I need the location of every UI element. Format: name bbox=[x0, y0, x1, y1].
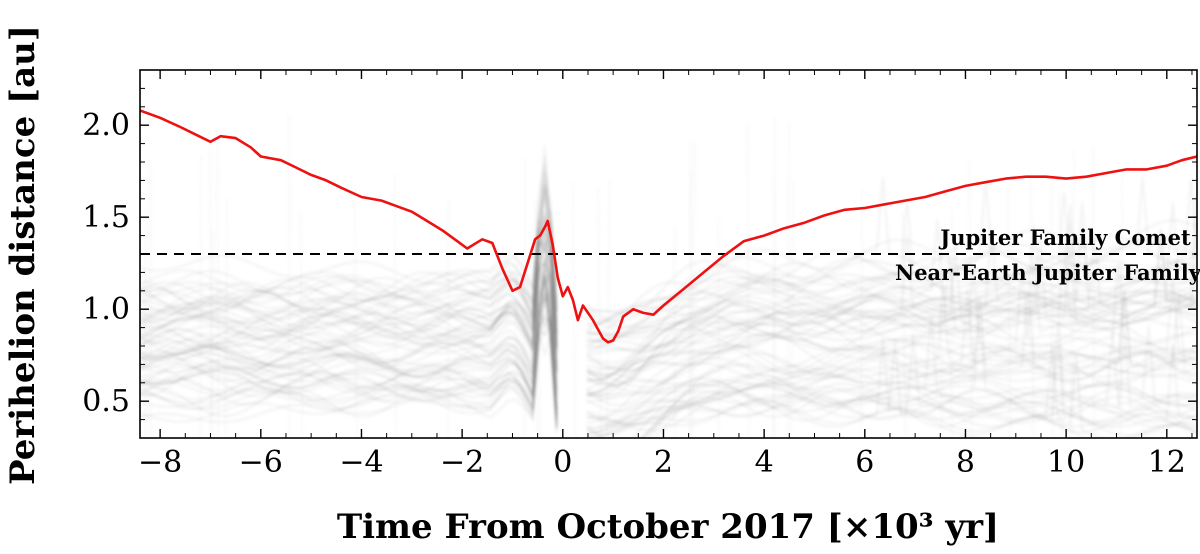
x-tick-label: −8 bbox=[138, 445, 182, 480]
clone-spike bbox=[1058, 190, 1064, 438]
clone-spike bbox=[901, 213, 907, 438]
x-tick-label: 8 bbox=[956, 445, 975, 480]
clone-line bbox=[140, 197, 558, 353]
clone-line bbox=[586, 312, 1197, 387]
x-tick-label: 10 bbox=[1047, 445, 1085, 480]
clone-line bbox=[140, 290, 558, 378]
y-axis: 0.5 1.0 1.5 2.0 bbox=[82, 87, 1197, 421]
y-axis-label: Perihelion distance [au] bbox=[3, 25, 43, 485]
x-tick-label: 0 bbox=[553, 445, 572, 480]
clone-trajectories bbox=[140, 115, 1197, 438]
clone-spike bbox=[772, 117, 776, 438]
series-group bbox=[140, 109, 1197, 344]
clone-spike bbox=[536, 223, 542, 438]
x-tick-label: 4 bbox=[755, 445, 774, 480]
clone-line bbox=[647, 325, 1197, 438]
clone-line bbox=[140, 291, 558, 430]
x-axis-label: Time From October 2017 [×10³ yr] bbox=[337, 507, 999, 547]
x-tick-label: −4 bbox=[339, 445, 383, 480]
clone-line bbox=[586, 292, 1197, 382]
clone-line bbox=[586, 191, 1197, 316]
clone-spike bbox=[199, 155, 203, 438]
clone-spike bbox=[606, 179, 611, 438]
clone-line bbox=[140, 289, 558, 423]
clone-spike bbox=[1070, 149, 1076, 438]
clone-line bbox=[140, 279, 558, 392]
clone-line bbox=[140, 184, 558, 348]
clone-spike bbox=[939, 225, 943, 438]
clone-line bbox=[586, 177, 1197, 328]
x-tick-label: 2 bbox=[654, 445, 673, 480]
x-axis: −8 −6 −4 −2 0 2 4 6 8 10 12 bbox=[138, 70, 1193, 480]
clone-line bbox=[586, 365, 1197, 436]
clone-line bbox=[140, 285, 558, 378]
clone-spike bbox=[688, 170, 693, 438]
clone-spike bbox=[1119, 170, 1124, 438]
clone-spike bbox=[597, 187, 602, 438]
x-tick-label: −2 bbox=[440, 445, 484, 480]
clone-spike bbox=[1050, 181, 1055, 438]
clone-spike bbox=[299, 211, 304, 438]
clone-line bbox=[587, 315, 1197, 438]
x-tick-label: 6 bbox=[855, 445, 874, 480]
clone-line bbox=[586, 343, 1197, 389]
clone-line bbox=[140, 294, 558, 422]
clone-line bbox=[140, 164, 558, 313]
x-tick-label: −6 bbox=[239, 445, 283, 480]
clone-spike bbox=[789, 180, 795, 438]
y-tick-label: 2.0 bbox=[82, 108, 130, 143]
clone-line bbox=[586, 267, 1197, 342]
clone-spike bbox=[717, 216, 721, 438]
y-tick-label: 1.5 bbox=[82, 200, 130, 235]
clone-spike bbox=[1006, 187, 1012, 438]
clone-line bbox=[586, 177, 1197, 313]
clone-line bbox=[586, 344, 1197, 393]
clone-line bbox=[586, 247, 1197, 383]
y-tick-label: 1.0 bbox=[82, 292, 130, 327]
clone-line bbox=[140, 237, 558, 334]
clone-line bbox=[586, 382, 1197, 438]
x-tick-label: 12 bbox=[1148, 445, 1186, 480]
series-line bbox=[140, 109, 1197, 344]
annotation-label: Jupiter Family Comet bbox=[938, 225, 1191, 250]
clone-line bbox=[586, 232, 1197, 371]
clone-spike bbox=[1029, 171, 1035, 438]
clone-line bbox=[140, 277, 558, 398]
clone-line bbox=[140, 294, 558, 405]
clone-line bbox=[631, 290, 1197, 438]
clone-spike bbox=[692, 141, 696, 438]
clone-line bbox=[586, 308, 1197, 387]
clone-line bbox=[140, 275, 558, 420]
clone-line bbox=[586, 225, 1197, 339]
clone-spike bbox=[786, 123, 790, 438]
clone-line bbox=[586, 305, 1197, 420]
clone-line bbox=[586, 219, 1197, 325]
y-tick-label: 0.5 bbox=[82, 384, 130, 419]
clone-spike bbox=[216, 126, 220, 438]
clone-line bbox=[140, 273, 558, 397]
annotations: Jupiter Family Comet Near-Earth Jupiter F… bbox=[895, 225, 1200, 285]
clone-line bbox=[586, 394, 1197, 438]
clone-spike bbox=[393, 173, 397, 438]
clone-line bbox=[586, 235, 1197, 323]
clone-spike bbox=[860, 189, 864, 438]
clone-line bbox=[140, 275, 558, 434]
clone-line bbox=[140, 221, 558, 335]
annotation-label: Near-Earth Jupiter Family Comet bbox=[895, 260, 1200, 285]
clone-spike bbox=[224, 198, 229, 438]
clone-spike bbox=[353, 187, 358, 438]
clone-spike bbox=[968, 160, 973, 438]
clone-line bbox=[140, 226, 558, 371]
clone-line bbox=[586, 265, 1197, 400]
clone-line bbox=[140, 315, 558, 426]
clone-spike bbox=[746, 123, 751, 438]
